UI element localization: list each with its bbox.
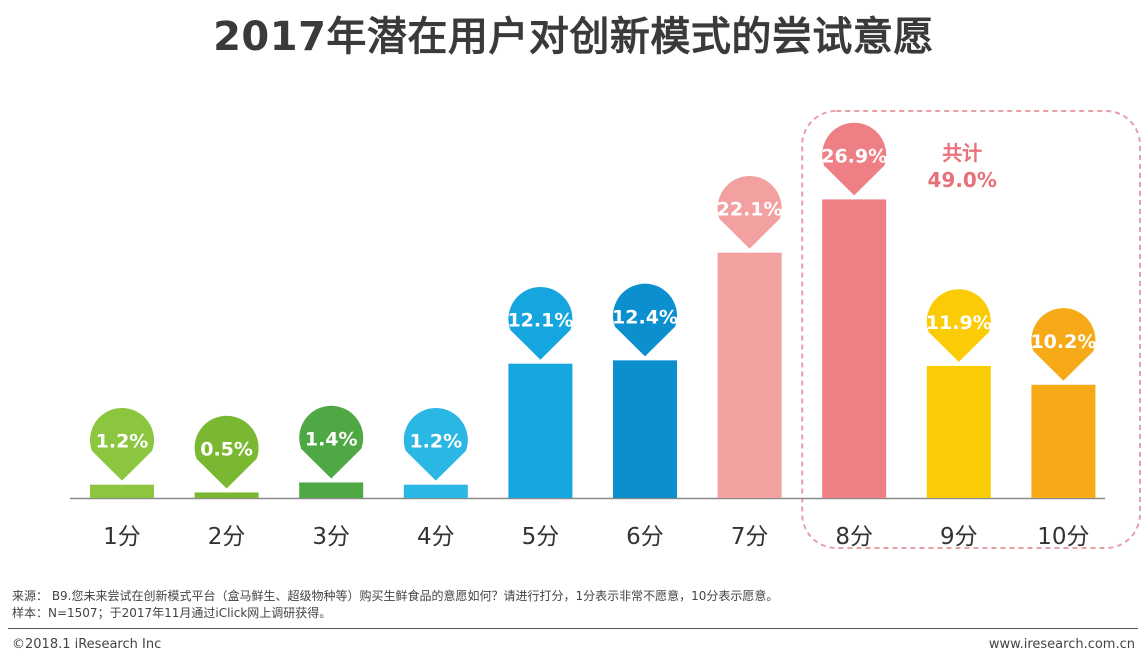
total-label: 共计: [942, 141, 982, 165]
highlight-box: [801, 110, 1141, 549]
bar-4分: [403, 484, 468, 498]
bar-1分: [90, 484, 154, 498]
copyright: ©2018.1 iResearch Inc: [12, 637, 162, 652]
data-label: 0.5%: [200, 438, 253, 460]
x-tick-label: 2分: [208, 524, 246, 550]
x-tick-label: 10分: [1037, 524, 1089, 550]
data-label: 1.4%: [305, 428, 358, 450]
data-label: 12.1%: [507, 310, 573, 332]
data-label: 1.2%: [409, 431, 462, 453]
bar-10分: [1031, 384, 1096, 498]
value-marker: [194, 415, 259, 489]
chart-title: 2017年潜在用户对创新模式的尝试意愿: [213, 14, 934, 60]
value-marker: [403, 408, 468, 481]
website: www.iresearch.com.cn: [988, 637, 1135, 652]
x-tick-label: 1分: [103, 524, 141, 550]
value-marker: [508, 287, 573, 360]
x-tick-label: 3分: [312, 524, 350, 550]
data-label: 26.9%: [821, 145, 887, 167]
value-marker: [299, 405, 364, 479]
bar-8分: [822, 199, 887, 498]
data-label: 1.2%: [96, 431, 149, 453]
x-tick-label: 5分: [522, 524, 560, 550]
sample-note: 样本：N=1507；于2017年11月通过iClick网上调研获得。: [12, 606, 332, 620]
value-marker: [1031, 308, 1096, 381]
source-note: 来源： B9.您未来尝试在创新模式平台（盒马鲜生、超级物种等）购买生鲜食品的意愿…: [12, 589, 779, 603]
value-marker: [90, 408, 155, 481]
bar-6分: [613, 360, 677, 498]
bar-3分: [299, 482, 364, 498]
value-marker: [717, 176, 782, 249]
x-tick-label: 9分: [940, 524, 978, 550]
bar-2分: [194, 492, 259, 498]
data-label: 12.4%: [612, 306, 678, 328]
x-tick-label: 4分: [417, 524, 455, 550]
bar-5分: [508, 363, 573, 498]
data-label: 10.2%: [1030, 331, 1096, 353]
bar-chart: 共计 49.0% 1.2% 1分 0.5% 2分 1.4% 3分 1.2% 4分 12.1% 5分 12…: [70, 110, 1141, 550]
x-tick-label: 7分: [731, 524, 769, 550]
value-marker: [822, 122, 887, 196]
data-label: 11.9%: [926, 312, 992, 334]
bar-9分: [926, 365, 991, 498]
total-value: 49.0%: [928, 168, 997, 192]
x-tick-label: 8分: [835, 524, 873, 550]
x-tick-label: 6分: [626, 524, 664, 550]
bar-7分: [717, 252, 782, 498]
footer-divider: [8, 628, 1138, 629]
value-marker: [926, 289, 991, 362]
data-label: 22.1%: [717, 199, 783, 221]
value-marker: [613, 283, 677, 357]
